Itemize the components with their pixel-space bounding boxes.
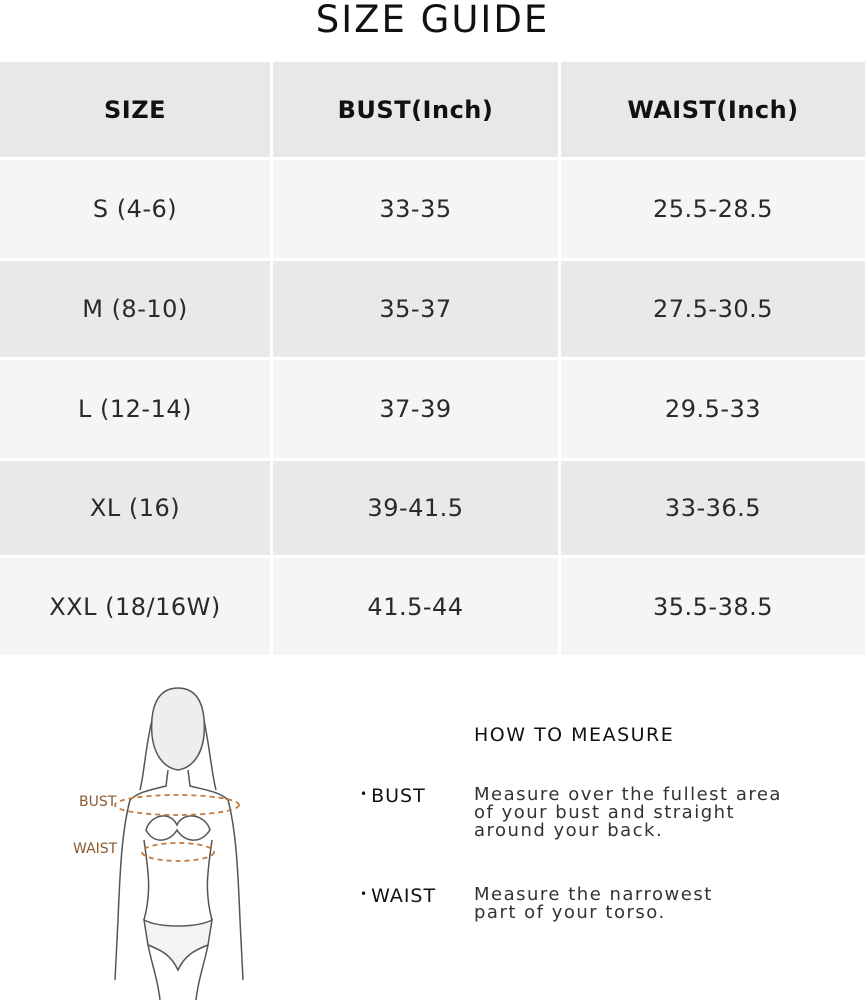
table-cell: S (4-6) bbox=[0, 160, 270, 258]
table-cell: 33-36.5 bbox=[561, 461, 865, 555]
measure-name: BUST bbox=[360, 785, 426, 807]
table-cell: 41.5-44 bbox=[273, 558, 558, 655]
measure-description: of your bust and straight bbox=[474, 802, 736, 823]
measure-description: part of your torso. bbox=[474, 902, 666, 923]
table-cell: L (12-14) bbox=[0, 360, 270, 458]
table-cell: XXL (18/16W) bbox=[0, 558, 270, 655]
header-cell: SIZE bbox=[0, 62, 270, 157]
figure-illustration bbox=[114, 687, 244, 1000]
section-title: HOW TO MEASURE bbox=[474, 724, 675, 746]
table-cell: 35.5-38.5 bbox=[561, 558, 865, 655]
header-cell: WAIST(Inch) bbox=[561, 62, 865, 157]
table-cell: M (8-10) bbox=[0, 261, 270, 357]
measure-description: around your back. bbox=[474, 820, 664, 841]
table-cell: 33-35 bbox=[273, 160, 558, 258]
header-cell: BUST(Inch) bbox=[273, 62, 558, 157]
table-cell: 27.5-30.5 bbox=[561, 261, 865, 357]
table-cell: 25.5-28.5 bbox=[561, 160, 865, 258]
measure-description: Measure over the fullest area bbox=[474, 784, 782, 805]
figure-label: WAIST bbox=[73, 841, 118, 857]
table-cell: 29.5-33 bbox=[561, 360, 865, 458]
table-cell: 37-39 bbox=[273, 360, 558, 458]
table-cell: 35-37 bbox=[273, 261, 558, 357]
table-cell: 39-41.5 bbox=[273, 461, 558, 555]
title: SIZE GUIDE bbox=[315, 0, 550, 41]
figure-label: BUST bbox=[79, 794, 117, 810]
measure-name: WAIST bbox=[360, 885, 436, 907]
measure-description: Measure the narrowest bbox=[474, 884, 713, 905]
table-cell: XL (16) bbox=[0, 461, 270, 555]
